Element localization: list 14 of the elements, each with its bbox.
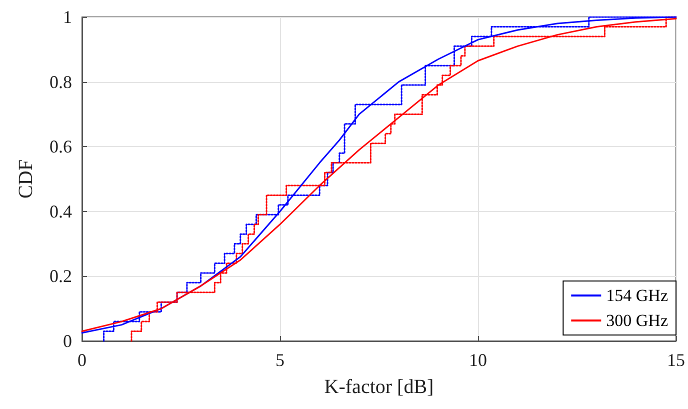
y-tick-label: 0	[63, 331, 72, 351]
x-tick-label: 0	[78, 350, 86, 370]
y-tick-label: 1	[63, 7, 72, 27]
y-axis-title: CDF	[15, 160, 37, 198]
y-tick-label: 0.2	[50, 266, 72, 286]
y-tick-label: 0.8	[50, 72, 72, 92]
x-axis-title: K-factor [dB]	[324, 376, 434, 398]
y-tick-label: 0.6	[50, 136, 72, 157]
y-tick-label: 0.4	[50, 201, 72, 222]
legend-label: 300 GHz	[606, 311, 668, 330]
legend-label: 154 GHz	[606, 286, 668, 305]
x-tick-label: 15	[667, 350, 685, 370]
x-tick-label: 10	[469, 350, 487, 370]
x-tick-label: 5	[276, 350, 284, 370]
